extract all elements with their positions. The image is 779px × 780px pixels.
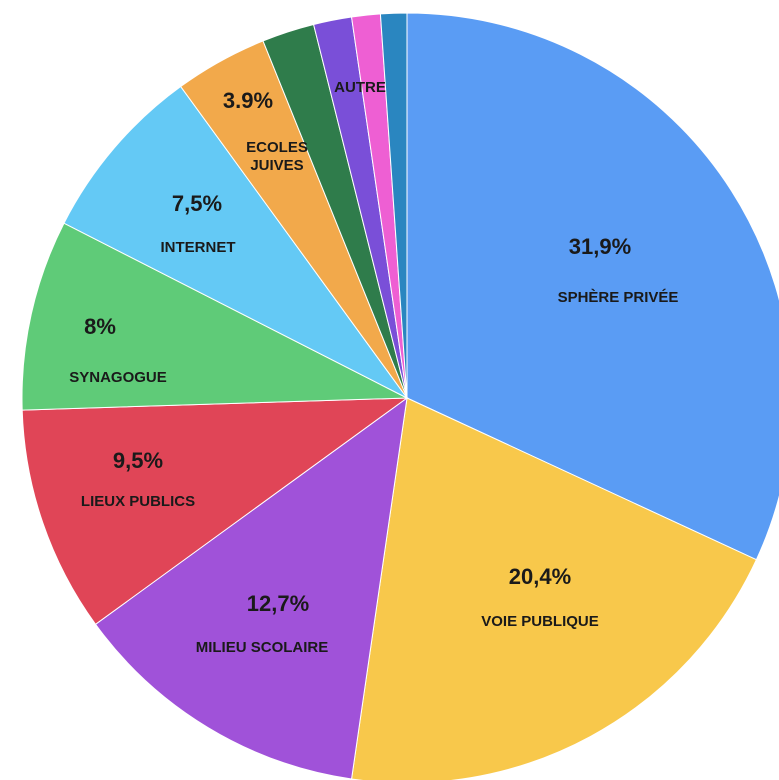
label-line: ECOLES — [246, 139, 308, 156]
pie-slice — [379, 12, 408, 399]
slice-value-label: 12,7% — [247, 591, 309, 616]
slice-category-label: VOIE PUBLIQUE — [481, 613, 599, 630]
pie-slice — [21, 397, 409, 625]
label-line: JUIVES — [250, 157, 303, 174]
slice-value-label: 9,5% — [113, 448, 163, 473]
slice-category-label: AUTRE — [334, 79, 386, 96]
slice-value-label: 7,5% — [172, 191, 222, 216]
slice-category-label: INTERNET — [161, 239, 236, 256]
pie-slice — [350, 397, 758, 780]
slice-value-label: 8% — [84, 314, 116, 339]
slice-category-label: LIEUX PUBLICS — [81, 493, 195, 510]
slice-category-label: ECOLES JUIVES — [246, 139, 308, 174]
slice-value-label: 3.9% — [223, 88, 273, 113]
slice-value-label: 31,9% — [569, 234, 631, 259]
slice-category-label: SPHÈRE PRIVÉE — [558, 289, 679, 306]
slice-category-label: SYNAGOGUE — [69, 369, 167, 386]
pie-slice — [94, 396, 408, 780]
slice-category-label: MILIEU SCOLAIRE — [196, 639, 329, 656]
pie-slice — [63, 85, 408, 399]
pie-slice — [406, 12, 779, 561]
pie-slice — [21, 222, 408, 411]
slice-value-label: 20,4% — [509, 564, 571, 589]
